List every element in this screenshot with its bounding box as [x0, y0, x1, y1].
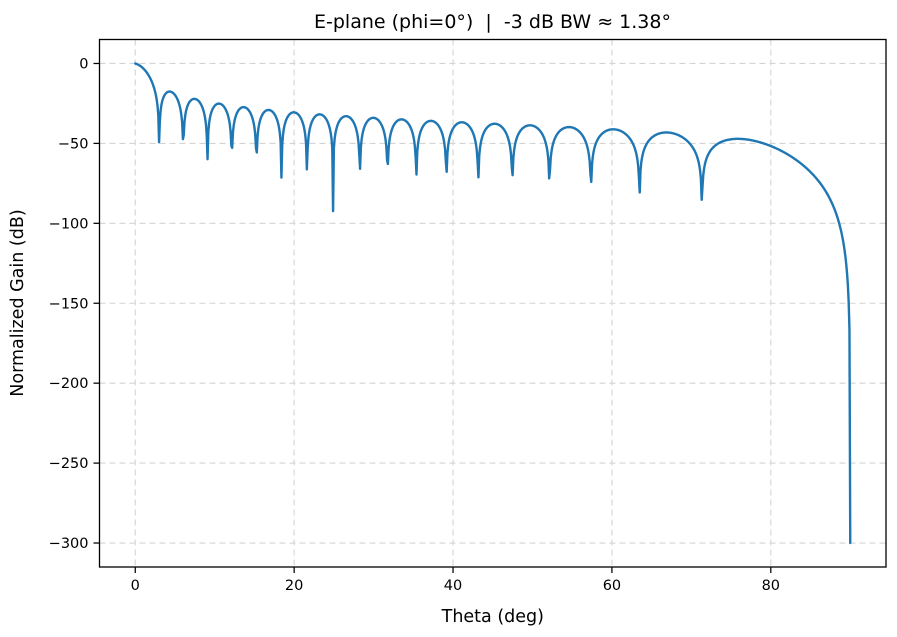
x-tick-label: 60 — [603, 578, 621, 594]
y-tick-label: −300 — [49, 536, 89, 552]
x-tick-label: 20 — [285, 578, 303, 594]
y-tick-label: 0 — [79, 56, 88, 72]
y-tick-label: −50 — [58, 136, 89, 152]
x-tick-label: 0 — [131, 578, 140, 594]
y-tick-label: −250 — [49, 456, 89, 472]
x-tick-label: 40 — [444, 578, 462, 594]
y-axis-label: Normalized Gain (dB) — [8, 209, 28, 396]
y-tick-label: −150 — [49, 296, 89, 312]
x-axis-label: Theta (deg) — [441, 607, 544, 627]
pattern-curve — [134, 62, 852, 545]
y-tick-label: −200 — [49, 376, 89, 392]
y-tick-label: −100 — [49, 216, 89, 232]
chart-title: E-plane (phi=0°) | -3 dB BW ≈ 1.38° — [314, 11, 671, 33]
x-tick-label: 80 — [762, 578, 780, 594]
